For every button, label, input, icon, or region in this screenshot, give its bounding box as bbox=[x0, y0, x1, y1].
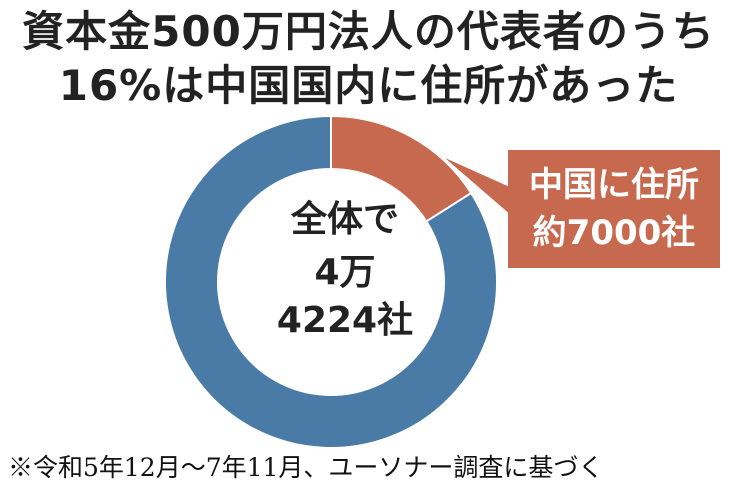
callout-line-2: 約7000社 bbox=[532, 213, 696, 253]
center-label-line-1: 全体で bbox=[290, 199, 399, 240]
callout-box: 中国に住所 約7000社 bbox=[508, 150, 720, 268]
center-label-line-3: 4224社 bbox=[276, 300, 414, 341]
callout-pointer bbox=[445, 158, 512, 216]
footnote: ※令和5年12月～7年11月、ユーソナー調査に基づく bbox=[8, 453, 604, 482]
center-label-line-2: 4万 bbox=[314, 252, 376, 293]
title-line-2: 16%は中国国内に住所があった bbox=[58, 61, 679, 110]
donut-slice-rest bbox=[164, 114, 498, 449]
title-line-1: 資本金500万円法人の代表者のうち bbox=[22, 7, 715, 56]
callout-line-1: 中国に住所 bbox=[529, 165, 699, 205]
